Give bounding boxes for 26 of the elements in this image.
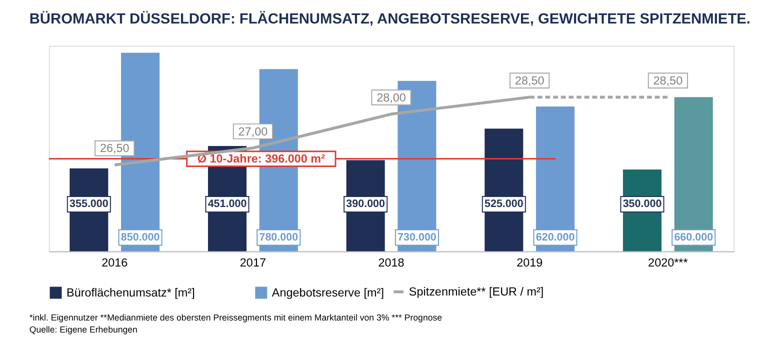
legend-label: Büroflächenumsatz* [m²] xyxy=(66,286,195,300)
data-label: 730.000 xyxy=(398,231,436,244)
x-tick-label: 2016 xyxy=(102,256,128,270)
data-label: 28,50 xyxy=(653,74,684,88)
legend-label: Angebotsreserve [m²] xyxy=(272,286,384,300)
x-tick-label: 2019 xyxy=(516,256,543,270)
data-label: 28,00 xyxy=(376,91,406,104)
data-label: 525.000 xyxy=(484,198,524,210)
data-label: 780.000 xyxy=(259,231,298,244)
data-label: 850.000 xyxy=(120,231,160,244)
data-label: 620.000 xyxy=(536,231,575,244)
x-tick-label: 2017 xyxy=(240,256,266,270)
data-label: 28,50 xyxy=(514,74,545,88)
data-label: 451.000 xyxy=(208,198,247,210)
x-tick-label: 2020*** xyxy=(648,256,688,270)
data-label: 355.000 xyxy=(69,198,108,210)
chart-title: BÜROMARKT DÜSSELDORF: FLÄCHENUMSATZ, ANGEBOTSRESERVE, GEWICHTETE SPITZENMIETE. xyxy=(29,10,750,28)
data-label: 390.000 xyxy=(346,198,386,210)
source-note: Quelle: Eigene Erhebungen xyxy=(29,324,138,334)
x-tick-label: 2018 xyxy=(378,256,405,270)
text: *inkl. Eigennutzer **Medianmiete des obersten Preissegments mit einem Marktanteil von 3% *** Prognose xyxy=(29,312,442,323)
data-label: 26,50 xyxy=(100,142,130,156)
data-label: 27,00 xyxy=(238,125,268,138)
data-label: 350.000 xyxy=(622,198,662,210)
legend-label: Spitzenmiete** [EUR / m²] xyxy=(408,286,544,299)
data-label: 660.000 xyxy=(674,231,714,244)
